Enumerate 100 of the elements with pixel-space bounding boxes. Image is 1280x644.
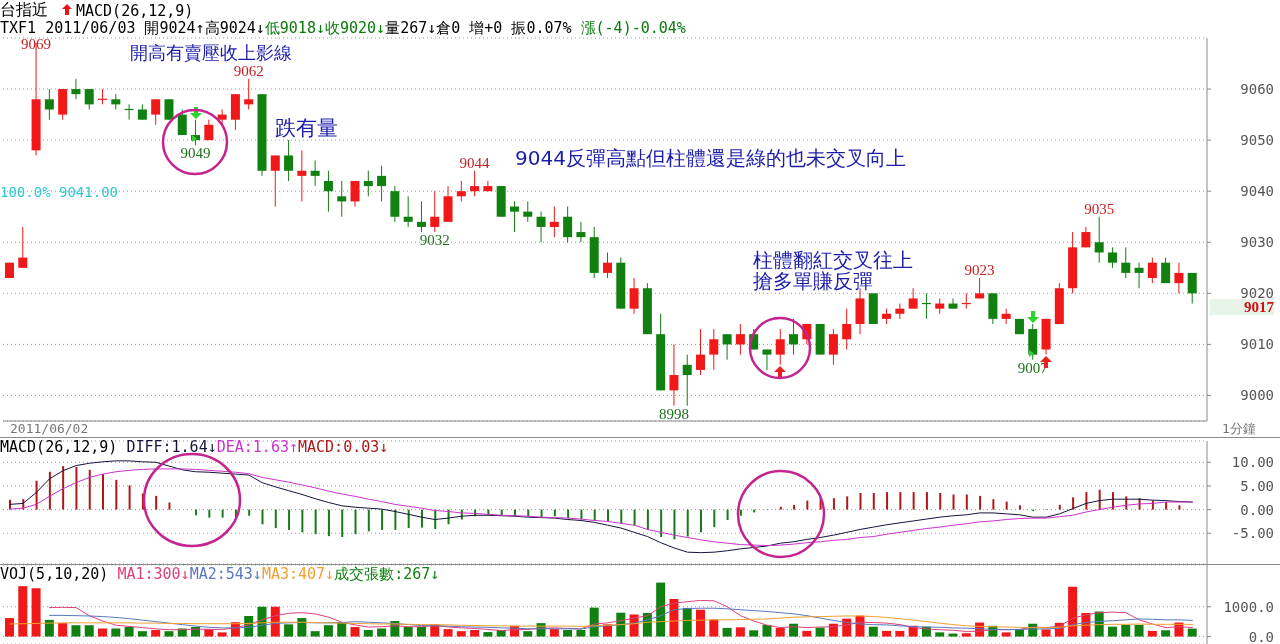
bar [310, 631, 320, 637]
bar [407, 509, 410, 529]
bar [806, 500, 809, 510]
candlestick [430, 190, 440, 233]
bar [1178, 505, 1181, 510]
bar [124, 627, 134, 637]
bar [646, 509, 649, 530]
bar [872, 493, 875, 510]
series-label: DEA:1.63↑ [216, 438, 298, 456]
bar [164, 631, 174, 637]
bar [1147, 630, 1157, 637]
line-series [9, 468, 1193, 547]
text: 9017 [1244, 299, 1274, 315]
line-series [49, 599, 1193, 632]
candlestick [177, 108, 187, 136]
bar [1072, 497, 1075, 510]
bar [762, 624, 772, 637]
bar [500, 509, 503, 516]
text: 9049 [180, 145, 211, 162]
candlestick [895, 303, 905, 320]
bar [195, 509, 198, 516]
candlestick [416, 200, 426, 233]
bar [381, 509, 384, 530]
bar [961, 633, 971, 637]
bar [952, 494, 955, 510]
text: 9044 [459, 154, 490, 171]
candlestick [217, 108, 227, 126]
text: 9062 [233, 62, 264, 79]
bar [726, 509, 729, 520]
candlestick [310, 160, 320, 187]
bar [88, 469, 91, 510]
candlestick [363, 170, 373, 197]
bar [1134, 624, 1144, 637]
bar [713, 509, 716, 528]
bar [98, 628, 108, 637]
bar [1041, 629, 1051, 637]
candlestick [549, 206, 559, 238]
bar [992, 499, 995, 510]
bar [895, 630, 905, 637]
bar [815, 627, 825, 637]
candlestick [377, 165, 387, 202]
bar [137, 631, 147, 637]
bar [656, 582, 666, 637]
candlestick [71, 78, 81, 100]
candlestick [1094, 216, 1104, 264]
bar [111, 628, 121, 637]
y-tick-label: 9000 [1240, 387, 1274, 404]
bar [912, 492, 915, 510]
bar [735, 627, 745, 637]
bar [394, 509, 397, 530]
bar [75, 467, 78, 510]
bar [1068, 586, 1078, 637]
candlestick [1134, 262, 1144, 289]
bar [540, 509, 543, 518]
bar [288, 509, 291, 530]
candlestick [151, 98, 161, 126]
bar [607, 509, 609, 521]
text: MA1:300↓ [117, 565, 190, 583]
bar [155, 495, 158, 510]
y-tick-label: 10.00 [1231, 454, 1274, 471]
bar [297, 618, 307, 637]
candlestick [828, 328, 838, 366]
series-label: DIFF:1.64↓ [126, 438, 217, 456]
candlestick [696, 328, 706, 376]
candlestick [775, 328, 785, 366]
candlestick [948, 297, 958, 310]
bar [620, 509, 623, 524]
text: 9035 [1084, 200, 1115, 217]
bar [470, 629, 480, 637]
bar [261, 509, 264, 525]
bar [859, 493, 862, 510]
annotation: 柱體翻紅交叉往上 [753, 248, 913, 272]
bar [115, 479, 118, 510]
bar [354, 509, 357, 535]
candlestick [709, 328, 719, 371]
bar [403, 627, 413, 637]
bar [208, 509, 211, 518]
bar [576, 629, 586, 637]
candlestick [509, 200, 519, 233]
bar [1107, 626, 1117, 637]
bar [1058, 504, 1061, 510]
bar [5, 618, 14, 637]
bar [802, 630, 812, 637]
candlestick [84, 88, 94, 110]
bar [456, 631, 466, 637]
candlestick [842, 308, 852, 351]
bar [749, 630, 759, 637]
candlestick [337, 180, 347, 218]
candlestick [629, 277, 639, 315]
candlestick [297, 149, 307, 202]
bar [168, 502, 171, 510]
bar [1098, 489, 1101, 510]
candlestick [456, 180, 466, 202]
bar [886, 492, 889, 510]
bar [673, 509, 676, 540]
bar [682, 607, 692, 637]
y-tick-label: 9060 [1240, 81, 1274, 98]
text: 低9018↓收9020↓ [264, 19, 386, 37]
bar [1018, 505, 1021, 510]
candlestick [789, 318, 799, 356]
